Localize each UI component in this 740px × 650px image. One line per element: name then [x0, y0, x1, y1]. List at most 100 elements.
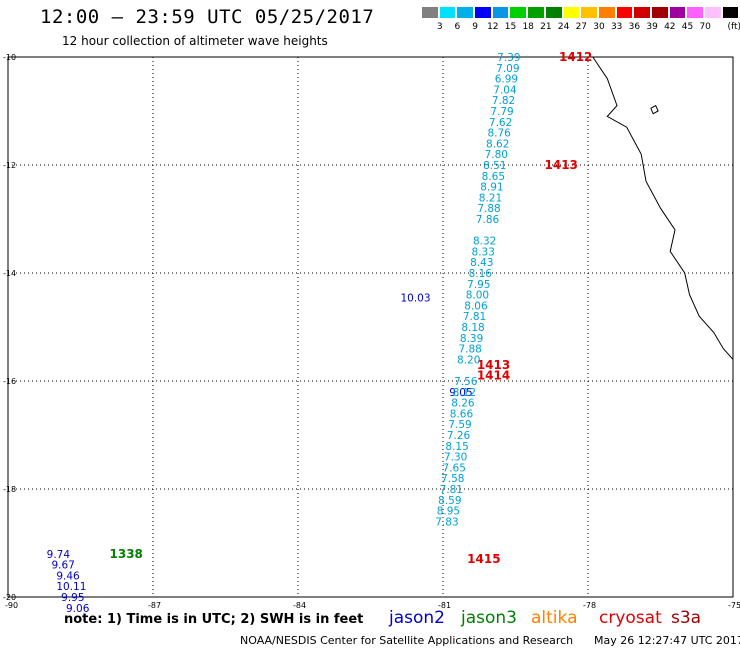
- legend-label: 18: [522, 22, 534, 32]
- satellite-label-jason2: jason2: [389, 608, 445, 628]
- legend-label: 24: [557, 22, 570, 32]
- map-frame: [7, 56, 734, 598]
- swh-value-label: 9.67: [52, 560, 75, 572]
- swh-value-label: 7.26: [447, 430, 471, 442]
- time-label: 1414: [477, 369, 510, 383]
- swh-value-label: 9.05: [449, 387, 472, 399]
- legend-swatch: [509, 6, 528, 19]
- legend-label: 30: [593, 22, 605, 32]
- swh-value-label: 9.46: [56, 570, 80, 582]
- swh-value-label: 8.32: [473, 236, 496, 248]
- legend-swatch: [597, 6, 616, 19]
- swh-value-label: 9.06: [66, 603, 90, 615]
- swh-value-label: 8.95: [437, 506, 460, 518]
- swh-value-label: 9.95: [61, 592, 84, 604]
- swh-value-label: 8.51: [483, 160, 506, 172]
- coastline: [592, 56, 734, 360]
- legend-swatch: [562, 6, 581, 19]
- swh-value-label: 7.56: [454, 376, 478, 388]
- legend-label: 45: [681, 22, 694, 32]
- swh-value-label: 8.16: [469, 268, 493, 280]
- swh-value-label: 7.81: [463, 311, 486, 323]
- lat-tick-label: -20: [3, 593, 16, 602]
- legend-swatch: [421, 6, 439, 19]
- legend-swatch: [438, 6, 457, 19]
- page-subtitle: 12 hour collection of altimeter wave hei…: [62, 34, 328, 48]
- time-label: 1338: [110, 547, 143, 561]
- satellite-label-cryosat: cryosat: [599, 608, 662, 628]
- swh-value-label: 8.18: [461, 322, 484, 334]
- island-outline: [650, 104, 659, 115]
- legend-swatch: [456, 6, 475, 19]
- swh-value-label: 8.76: [487, 128, 511, 140]
- swh-value-label: 9.74: [47, 549, 71, 561]
- swh-value-label: 8.65: [482, 171, 505, 183]
- lat-tick-label: -14: [3, 269, 16, 278]
- page-title: 12:00 — 23:59 UTC 05/25/2017: [40, 6, 375, 28]
- legend-swatch: [527, 6, 545, 19]
- swh-value-label: 8.62: [486, 138, 509, 150]
- legend-swatch: [633, 6, 651, 19]
- swh-value-label: 8.33: [472, 246, 495, 258]
- swh-value-label: 7.81: [440, 484, 463, 496]
- swh-value-label: 7.39: [497, 52, 520, 64]
- legend-unit: (ft): [727, 22, 740, 32]
- time-label: 1415: [467, 552, 500, 566]
- lat-tick-label: -18: [3, 485, 16, 494]
- swh-value-label: 7.04: [493, 84, 517, 96]
- legend-label: 9: [472, 22, 478, 32]
- legend-swatch: [668, 6, 687, 19]
- color-legend-labels: (ft) 3 6 9 12 15 18 21 24 27 30 33 36 39 42 45 70: [421, 22, 740, 36]
- lat-tick-label: -10: [3, 53, 16, 62]
- satellite-label-altika: altika: [531, 608, 578, 628]
- legend-label: 12: [487, 22, 499, 32]
- color-legend: [421, 6, 740, 19]
- legend-label: 70: [699, 22, 711, 32]
- swh-value-label: 7.30: [444, 452, 467, 464]
- time-label: 1413: [477, 358, 510, 372]
- lon-tick-label: -87: [148, 601, 161, 610]
- swh-value-label: 7.83: [435, 516, 458, 528]
- legend-label: 21: [540, 22, 552, 32]
- legend-label: 39: [646, 22, 658, 32]
- legend-label: 27: [575, 22, 588, 32]
- swh-value-label: 7.88: [458, 344, 481, 356]
- legend-label: 36: [628, 22, 641, 32]
- footer-credit: NOAA/NESDIS Center for Satellite Applica…: [240, 634, 574, 647]
- swh-value-label: 8.15: [445, 441, 468, 453]
- legend-label: 42: [664, 22, 676, 32]
- legend-label: 3: [436, 22, 443, 32]
- swh-value-label: 8.43: [470, 257, 493, 269]
- lat-tick-label: -16: [3, 377, 16, 386]
- swh-value-label: 8.59: [438, 495, 461, 507]
- legend-swatch: [615, 6, 634, 19]
- legend-label: 6: [454, 22, 461, 32]
- footer-note: note: 1) Time is in UTC; 2) SWH is in fe…: [64, 612, 364, 627]
- swh-value-label: 10.03: [400, 292, 430, 304]
- swh-value-label: 6.99: [495, 74, 518, 86]
- footer-timestamp: May 26 12:27:47 UTC 2017: [594, 634, 740, 647]
- swh-value-label: 7.09: [496, 63, 519, 75]
- swh-value-label: 8.26: [451, 398, 475, 410]
- swh-value-label: 8.20: [457, 354, 480, 366]
- swh-value-label: 7.62: [489, 117, 512, 129]
- lon-tick-label: -90: [5, 601, 18, 610]
- lat-tick-label: -12: [3, 161, 16, 170]
- swh-value-label: 7.95: [467, 279, 490, 291]
- swh-value-label: 8.39: [460, 333, 483, 345]
- swh-value-label: 7.65: [443, 462, 466, 474]
- swh-value-label: 8.21: [479, 192, 502, 204]
- lon-tick-label: -78: [583, 601, 596, 610]
- legend-swatch: [650, 6, 669, 19]
- time-label: 1413: [545, 158, 578, 172]
- legend-swatch: [491, 6, 510, 19]
- legend-swatch: [721, 6, 740, 19]
- swh-value-label: 7.82: [492, 95, 515, 107]
- satellite-label-s3a: s3a: [671, 608, 702, 628]
- swh-value-label: 8.06: [464, 300, 488, 312]
- lon-tick-label: -84: [293, 601, 306, 610]
- legend-swatch: [704, 6, 722, 19]
- swh-value-label: 7.58: [441, 473, 464, 485]
- legend-swatch: [686, 6, 704, 19]
